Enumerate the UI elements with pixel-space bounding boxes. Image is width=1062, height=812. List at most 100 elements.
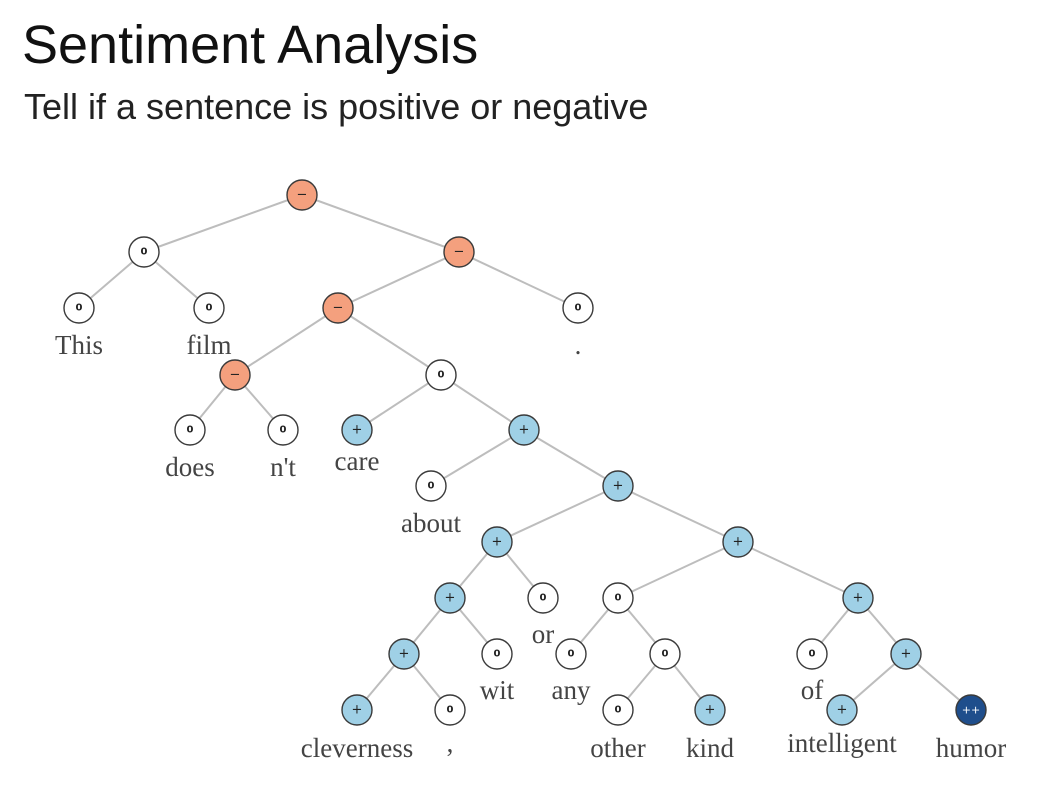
node-circle xyxy=(415,470,447,502)
tree-node-positive: + xyxy=(722,526,754,558)
tree-node-neutral: 0 xyxy=(649,638,681,670)
tree-node-neutral: 0 xyxy=(267,414,299,446)
token-word: This xyxy=(55,330,103,360)
node-circle xyxy=(649,638,681,670)
tree-node-neutral: 0 xyxy=(555,638,587,670)
node-circle xyxy=(174,414,206,446)
node-circle xyxy=(128,236,160,268)
tree-edge xyxy=(356,374,442,431)
node-circle xyxy=(322,292,354,324)
node-sign-label: + xyxy=(492,535,503,550)
tree-edge xyxy=(143,194,303,253)
token-word: any xyxy=(552,675,591,705)
token-word: kind xyxy=(686,733,735,763)
node-circle xyxy=(443,236,475,268)
tree-node-neutral: 0 xyxy=(481,638,513,670)
node-circle xyxy=(508,414,540,446)
tree-node-positive: + xyxy=(481,526,513,558)
tree-node-positive: + xyxy=(508,414,540,446)
node-circle xyxy=(267,414,299,446)
tree-node-neutral: 0 xyxy=(63,292,95,324)
tree-edge xyxy=(458,251,579,309)
node-sign-label: 0 xyxy=(494,649,501,660)
tree-node-neutral: 0 xyxy=(562,292,594,324)
node-sign-label: + xyxy=(352,703,363,718)
node-circle xyxy=(722,526,754,558)
node-sign-label: + xyxy=(613,479,624,494)
node-sign-label: + xyxy=(837,703,848,718)
tree-edge xyxy=(430,429,525,487)
node-sign-label: 0 xyxy=(141,247,148,258)
tree-edge xyxy=(496,485,619,543)
node-circle xyxy=(481,526,513,558)
node-circle xyxy=(842,582,874,614)
node-circle xyxy=(562,292,594,324)
tree-nodes: −0 −0 0−0− 00 0 + +0 ++ ++ 0+ 0+ 00 +0 00 +0 ++ ++ xyxy=(63,179,987,726)
token-word: humor xyxy=(936,733,1007,763)
node-sign-label: + xyxy=(445,591,456,606)
tree-edge xyxy=(440,374,525,431)
node-sign-label: 0 xyxy=(540,593,547,604)
node-sign-label: − xyxy=(454,245,465,260)
token-word: intelligent xyxy=(787,728,897,758)
node-circle xyxy=(219,359,251,391)
tree-node-neutral: 0 xyxy=(128,236,160,268)
tree-edge xyxy=(337,307,442,376)
node-circle xyxy=(434,694,466,726)
tree-node-positive: + xyxy=(826,694,858,726)
node-sign-label: 0 xyxy=(568,649,575,660)
tree-edge xyxy=(617,541,739,599)
tree-node-neutral: 0 xyxy=(602,582,634,614)
node-sign-label: + xyxy=(519,423,530,438)
tree-node-neutral: 0 xyxy=(425,359,457,391)
node-circle xyxy=(388,638,420,670)
node-sign-label: 0 xyxy=(575,303,582,314)
tree-node-positive: + xyxy=(602,470,634,502)
node-sign-label: 0 xyxy=(615,593,622,604)
tree-node-neutral: 0 xyxy=(527,582,559,614)
tree-edge xyxy=(737,541,859,599)
tree-node-very-positive: ++ xyxy=(955,694,987,726)
node-sign-label: + xyxy=(399,647,410,662)
node-sign-label: 0 xyxy=(206,303,213,314)
token-word: . xyxy=(575,330,582,360)
tree-node-neutral: 0 xyxy=(796,638,828,670)
tree-edge xyxy=(337,251,460,309)
token-word: , xyxy=(447,728,454,758)
page-subtitle: Tell if a sentence is positive or negati… xyxy=(24,86,649,127)
node-sign-label: + xyxy=(352,423,363,438)
node-sign-label: 0 xyxy=(76,303,83,314)
node-sign-label: 0 xyxy=(447,705,454,716)
tree-node-positive: + xyxy=(694,694,726,726)
token-word: does xyxy=(165,452,215,482)
node-circle xyxy=(602,470,634,502)
token-word: cleverness xyxy=(301,733,413,763)
tree-edge xyxy=(523,429,619,487)
token-word: care xyxy=(335,446,380,476)
node-circle xyxy=(286,179,318,211)
node-sign-label: − xyxy=(230,368,241,383)
node-circle xyxy=(890,638,922,670)
node-circle xyxy=(481,638,513,670)
tree-node-negative: − xyxy=(322,292,354,324)
node-sign-label: 0 xyxy=(187,425,194,436)
node-circle xyxy=(796,638,828,670)
node-circle xyxy=(193,292,225,324)
token-word: or xyxy=(532,619,555,649)
page-title: Sentiment Analysis xyxy=(22,15,479,75)
node-sign-label: + xyxy=(901,647,912,662)
tree-node-positive: + xyxy=(434,582,466,614)
tree-node-positive: + xyxy=(890,638,922,670)
tree-node-neutral: 0 xyxy=(434,694,466,726)
token-word: film xyxy=(187,330,232,360)
node-sign-label: 0 xyxy=(438,370,445,381)
tree-node-negative: − xyxy=(443,236,475,268)
node-circle xyxy=(555,638,587,670)
node-circle xyxy=(434,582,466,614)
node-sign-label: + xyxy=(705,703,716,718)
node-sign-label: − xyxy=(297,188,308,203)
tree-edge xyxy=(234,307,339,376)
node-circle xyxy=(826,694,858,726)
